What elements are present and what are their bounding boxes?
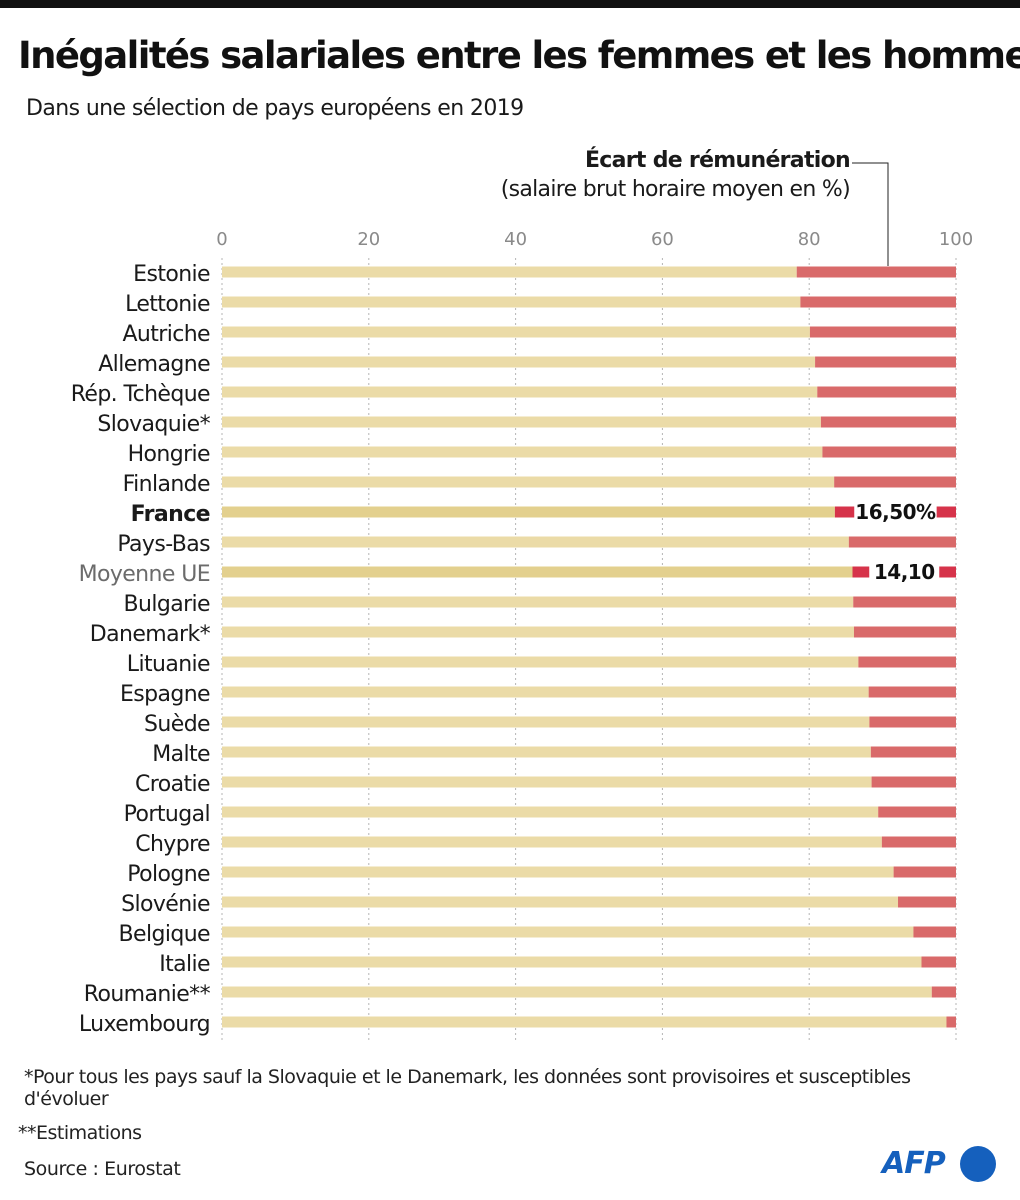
gap-bar-belgique <box>913 926 956 938</box>
gap-bar-finlande <box>834 476 956 488</box>
women-bar-belgique <box>222 926 914 938</box>
gap-bar-estonie <box>796 266 956 278</box>
women-bar-moyenne-ue <box>222 566 853 578</box>
women-bar-chypre <box>222 836 882 848</box>
category-label-estonie: Estonie <box>133 262 210 287</box>
gap-bar-slovaquie <box>820 416 956 428</box>
category-label-pays-bas: Pays-Bas <box>117 532 210 557</box>
category-label-moyenne-ue: Moyenne UE <box>79 562 210 587</box>
gap-bar-slov-nie <box>898 896 956 908</box>
data-label-france: 16,50% <box>855 500 936 524</box>
gap-bar-malte <box>870 746 956 758</box>
category-label-autriche: Autriche <box>122 322 210 347</box>
legend-subtitle: (salaire brut horaire moyen en %) <box>500 177 851 202</box>
category-label-france: France <box>131 502 210 527</box>
legend-title: Écart de rémunération <box>584 148 851 173</box>
women-bar-hongrie <box>222 446 823 458</box>
category-label-roumanie: Roumanie** <box>84 982 211 1007</box>
women-bar-lituanie <box>222 656 859 668</box>
category-label-bulgarie: Bulgarie <box>124 592 211 617</box>
data-label-moyenne-ue: 14,10 <box>874 560 935 584</box>
gap-bar-bulgarie <box>853 596 956 608</box>
x-tick-label-0: 0 <box>216 229 227 250</box>
women-bar-estonie <box>222 266 797 278</box>
gap-bar-roumanie <box>931 986 956 998</box>
category-label-su-de: Suède <box>144 712 210 737</box>
category-label-lettonie: Lettonie <box>125 292 210 317</box>
category-label-allemagne: Allemagne <box>98 352 210 377</box>
gap-bar-r-p-tch-que <box>817 386 956 398</box>
legend-leader-line <box>852 162 889 266</box>
data-label-bg-moyenne-ue <box>869 560 940 584</box>
gap-bar-lettonie <box>800 296 956 308</box>
category-label-belgique: Belgique <box>119 922 211 947</box>
source-note: Source : Eurostat <box>24 1158 181 1180</box>
gap-bar-croatie <box>871 776 956 788</box>
x-tick-label-40: 40 <box>504 229 527 250</box>
gap-bar-portugal <box>878 806 956 818</box>
chart-title: Inégalités salariales entre les femmes e… <box>18 34 1020 77</box>
x-tick-label-20: 20 <box>357 229 380 250</box>
women-bar-malte <box>222 746 871 758</box>
women-bar-croatie <box>222 776 872 788</box>
women-bar-espagne <box>222 686 869 698</box>
women-bar-autriche <box>222 326 810 338</box>
gap-bar-espagne <box>868 686 956 698</box>
category-label-espagne: Espagne <box>120 682 210 707</box>
category-label-italie: Italie <box>159 952 210 977</box>
gap-bar-pologne <box>893 866 956 878</box>
women-bar-lettonie <box>222 296 801 308</box>
gap-bar-chypre <box>881 836 956 848</box>
afp-logo-dot-icon <box>960 1146 996 1182</box>
gap-bar-hongrie <box>822 446 956 458</box>
gap-bar-danemark <box>853 626 956 638</box>
category-label-r-p-tch-que: Rép. Tchèque <box>71 382 210 407</box>
afp-logo: AFP <box>882 1146 1002 1186</box>
footnote-provisional: *Pour tous les pays sauf la Slovaquie et… <box>24 1066 911 1110</box>
women-bar-roumanie <box>222 986 932 998</box>
chart-subtitle: Dans une sélection de pays européens en … <box>26 96 524 121</box>
women-bar-allemagne <box>222 356 816 368</box>
gap-bar-pays-bas <box>848 536 956 548</box>
category-label-pologne: Pologne <box>127 862 210 887</box>
gap-bar-su-de <box>869 716 956 728</box>
women-bar-luxembourg <box>222 1016 947 1028</box>
women-bar-su-de <box>222 716 870 728</box>
women-bar-pologne <box>222 866 894 878</box>
gap-bar-autriche <box>809 326 956 338</box>
category-label-slov-nie: Slovénie <box>121 892 210 917</box>
data-label-bg-france <box>854 500 937 524</box>
women-bar-slov-nie <box>222 896 899 908</box>
gap-bar-italie <box>921 956 956 968</box>
women-bar-finlande <box>222 476 835 488</box>
category-label-hongrie: Hongrie <box>128 442 210 467</box>
category-label-slovaquie: Slovaquie* <box>97 412 210 437</box>
category-label-lituanie: Lituanie <box>127 652 210 677</box>
women-bar-portugal <box>222 806 879 818</box>
women-bar-france <box>222 506 835 518</box>
women-bar-pays-bas <box>222 536 849 548</box>
women-bar-bulgarie <box>222 596 854 608</box>
bar-chart: 0 20 40 60 80 100 Estonie Lettonie Autriche Allem… <box>71 162 973 1040</box>
women-bar-italie <box>222 956 922 968</box>
x-tick-label-100: 100 <box>939 229 973 250</box>
footnote-estimations: **Estimations <box>18 1122 142 1144</box>
afp-logo-text: AFP <box>882 1146 946 1181</box>
gap-bar-luxembourg <box>946 1016 956 1028</box>
category-label-danemark: Danemark* <box>90 622 211 647</box>
gap-bar-lituanie <box>858 656 956 668</box>
women-bar-danemark <box>222 626 854 638</box>
x-tick-label-80: 80 <box>798 229 821 250</box>
category-label-chypre: Chypre <box>135 832 210 857</box>
gap-bar-allemagne <box>815 356 956 368</box>
category-label-portugal: Portugal <box>124 802 210 827</box>
category-label-luxembourg: Luxembourg <box>79 1012 210 1037</box>
category-label-croatie: Croatie <box>135 772 210 797</box>
category-label-malte: Malte <box>152 742 210 767</box>
women-bar-r-p-tch-que <box>222 386 818 398</box>
category-label-finlande: Finlande <box>123 472 210 497</box>
top-bar <box>0 0 1020 8</box>
x-tick-label-60: 60 <box>651 229 674 250</box>
women-bar-slovaquie <box>222 416 821 428</box>
